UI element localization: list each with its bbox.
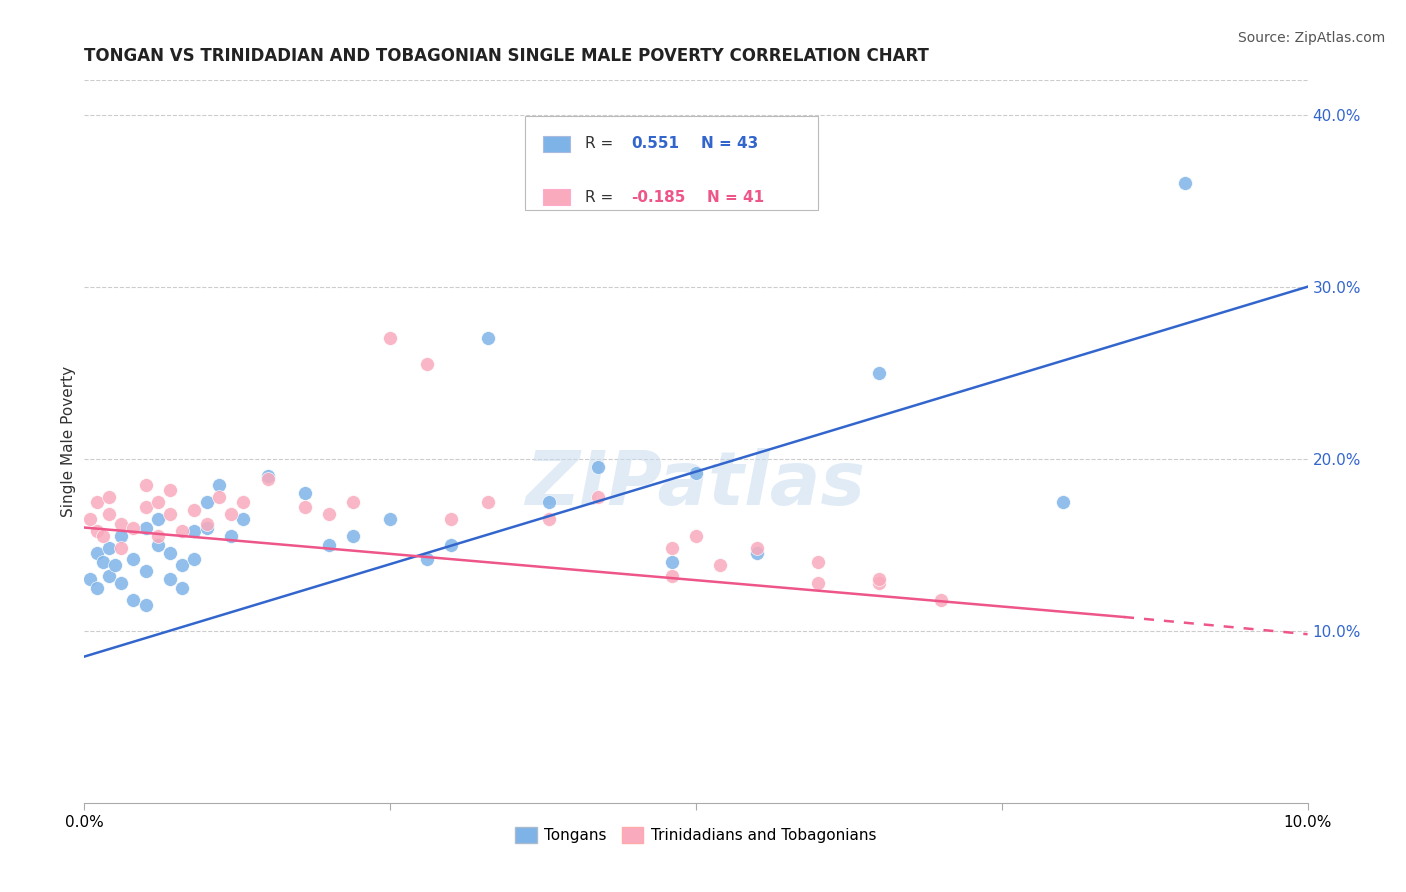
Point: [110, 517, 132, 532]
Point: [747, 541, 769, 556]
Point: [159, 572, 181, 586]
Point: [219, 529, 242, 543]
Text: 0.551: 0.551: [631, 136, 679, 152]
Point: [538, 512, 561, 526]
Point: [869, 366, 891, 380]
Point: [135, 598, 157, 612]
Point: [86, 546, 108, 560]
Point: [97, 507, 120, 521]
Point: [97, 490, 120, 504]
Point: [104, 558, 127, 573]
FancyBboxPatch shape: [543, 189, 569, 205]
Point: [172, 581, 194, 595]
Point: [159, 483, 181, 497]
Text: -0.185: -0.185: [631, 190, 686, 205]
Point: [110, 541, 132, 556]
Point: [183, 551, 205, 566]
Text: N = 43: N = 43: [700, 136, 758, 152]
Point: [159, 546, 181, 560]
Point: [869, 575, 891, 590]
Point: [747, 546, 769, 560]
FancyBboxPatch shape: [543, 136, 569, 152]
Point: [318, 538, 340, 552]
Point: [122, 592, 145, 607]
Point: [477, 331, 499, 345]
FancyBboxPatch shape: [524, 117, 818, 211]
Point: [122, 520, 145, 534]
Text: R =: R =: [585, 136, 617, 152]
Point: [232, 512, 254, 526]
Point: [477, 494, 499, 508]
Point: [146, 529, 169, 543]
Point: [110, 529, 132, 543]
Point: [79, 512, 101, 526]
Point: [219, 507, 242, 521]
Point: [661, 555, 683, 569]
Point: [91, 555, 114, 569]
Point: [135, 500, 157, 514]
Y-axis label: Single Male Poverty: Single Male Poverty: [60, 366, 76, 517]
Point: [661, 568, 683, 582]
Point: [195, 494, 218, 508]
Point: [440, 538, 463, 552]
Point: [183, 503, 205, 517]
Legend: Tongans, Trinidadians and Tobagonians: Tongans, Trinidadians and Tobagonians: [509, 821, 883, 849]
Point: [232, 494, 254, 508]
Point: [110, 575, 132, 590]
Point: [586, 490, 609, 504]
Point: [79, 572, 101, 586]
Point: [208, 477, 231, 491]
Point: [342, 494, 364, 508]
Point: [146, 538, 169, 552]
Point: [257, 472, 280, 486]
Point: [195, 517, 218, 532]
Point: [183, 524, 205, 538]
Point: [146, 512, 169, 526]
Point: [709, 558, 731, 573]
Point: [172, 524, 194, 538]
Point: [1052, 494, 1074, 508]
Point: [208, 490, 231, 504]
Point: [146, 494, 169, 508]
Point: [135, 564, 157, 578]
Point: [440, 512, 463, 526]
Point: [195, 520, 218, 534]
Point: [661, 541, 683, 556]
Point: [257, 469, 280, 483]
Point: [929, 592, 952, 607]
Point: [685, 529, 707, 543]
Point: [172, 558, 194, 573]
Point: [159, 507, 181, 521]
Point: [342, 529, 364, 543]
Point: [135, 520, 157, 534]
Point: [685, 466, 707, 480]
Point: [91, 529, 114, 543]
Point: [1174, 177, 1197, 191]
Text: Source: ZipAtlas.com: Source: ZipAtlas.com: [1237, 31, 1385, 45]
Point: [416, 551, 439, 566]
Point: [416, 357, 439, 371]
Point: [86, 581, 108, 595]
Point: [86, 494, 108, 508]
Point: [97, 541, 120, 556]
Point: [380, 331, 402, 345]
Point: [869, 572, 891, 586]
Point: [135, 477, 157, 491]
Point: [294, 500, 316, 514]
Point: [807, 555, 830, 569]
Text: R =: R =: [585, 190, 617, 205]
Point: [97, 568, 120, 582]
Point: [586, 460, 609, 475]
Point: [807, 575, 830, 590]
Text: ZIPatlas: ZIPatlas: [526, 449, 866, 522]
Text: TONGAN VS TRINIDADIAN AND TOBAGONIAN SINGLE MALE POVERTY CORRELATION CHART: TONGAN VS TRINIDADIAN AND TOBAGONIAN SIN…: [84, 47, 929, 65]
Point: [318, 507, 340, 521]
Point: [538, 494, 561, 508]
Point: [86, 524, 108, 538]
Text: N = 41: N = 41: [707, 190, 763, 205]
Point: [380, 512, 402, 526]
Point: [294, 486, 316, 500]
Point: [122, 551, 145, 566]
